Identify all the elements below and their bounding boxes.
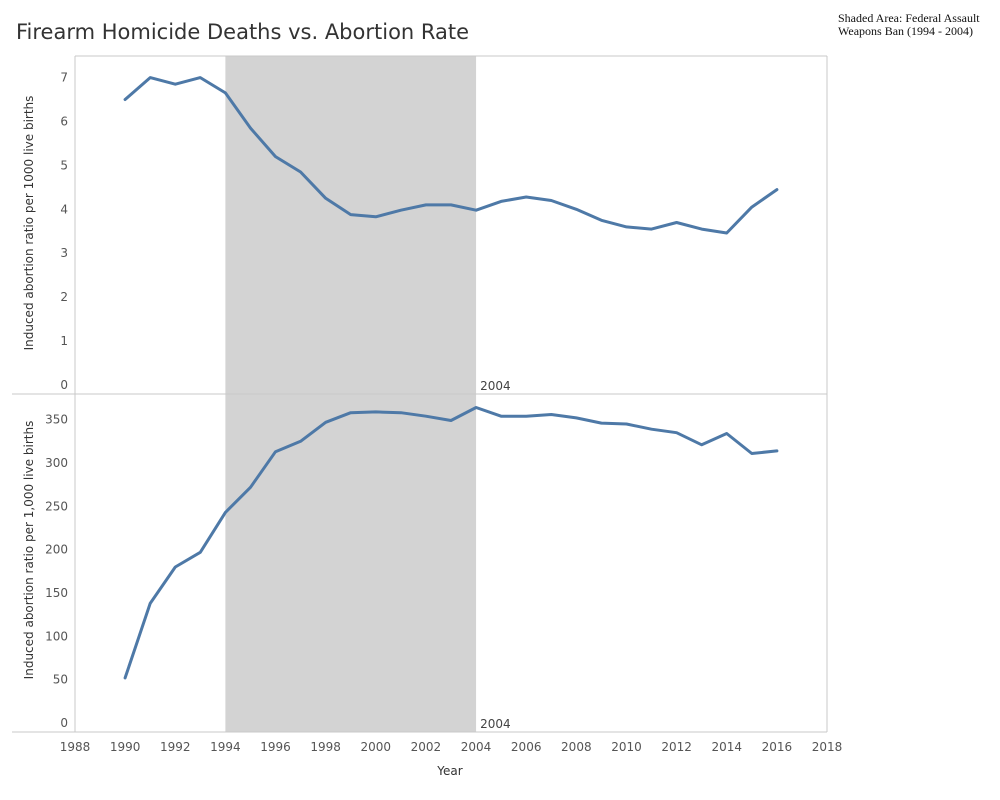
x-tick-label: 2006 <box>511 740 542 754</box>
y-tick-label: 150 <box>45 586 68 600</box>
x-tick-label: 1988 <box>60 740 91 754</box>
y-tick-label: 200 <box>45 543 68 557</box>
series-line-2 <box>123 406 779 680</box>
chart-title: Firearm Homicide Deaths vs. Abortion Rat… <box>16 20 470 44</box>
y-tick-label: 0 <box>60 716 68 730</box>
x-tick-label: 2008 <box>561 740 592 754</box>
x-tick-label: 1992 <box>160 740 191 754</box>
y-tick-label: 350 <box>45 413 68 427</box>
y-tick-label: 250 <box>45 499 68 513</box>
x-tick-label: 1996 <box>260 740 291 754</box>
x-tick-label: 1994 <box>210 740 241 754</box>
y-axis-title-1: Induced abortion ratio per 1000 live bir… <box>22 96 36 351</box>
shaded-band-1 <box>225 56 477 394</box>
x-tick-label: 2004 <box>461 740 492 754</box>
x-tick-label: 2018 <box>812 740 843 754</box>
shaded-area-note: Shaded Area: Federal Assault Weapons Ban… <box>838 11 980 38</box>
x-tick-label: 2002 <box>411 740 442 754</box>
y-tick-label: 50 <box>53 673 68 687</box>
x-tick-label: 2012 <box>661 740 692 754</box>
x-tick-label: 1998 <box>310 740 341 754</box>
y-tick-label: 5 <box>60 158 68 172</box>
y-tick-label: 4 <box>60 202 68 216</box>
y-tick-label: 3 <box>60 246 68 260</box>
y-tick-label: 0 <box>60 378 68 392</box>
x-tick-label: 1990 <box>110 740 141 754</box>
x-axis-title: Year <box>436 764 462 778</box>
band-end-label-2: 2004 <box>480 717 511 731</box>
y-tick-label: 2 <box>60 290 68 304</box>
band-end-label-1: 2004 <box>480 379 511 393</box>
y-tick-label: 1 <box>60 334 68 348</box>
y-tick-label: 7 <box>60 71 68 85</box>
y-tick-label: 100 <box>45 629 68 643</box>
series-line-1 <box>123 76 779 235</box>
x-tick-label: 2000 <box>361 740 392 754</box>
x-tick-label: 2014 <box>711 740 742 754</box>
x-tick-label: 2010 <box>611 740 642 754</box>
y-tick-label: 300 <box>45 456 68 470</box>
y-tick-label: 6 <box>60 114 68 128</box>
y-axis-title-2: Induced abortion ratio per 1,000 live bi… <box>22 421 36 680</box>
shaded-band-2 <box>225 394 477 732</box>
x-tick-label: 2016 <box>762 740 793 754</box>
